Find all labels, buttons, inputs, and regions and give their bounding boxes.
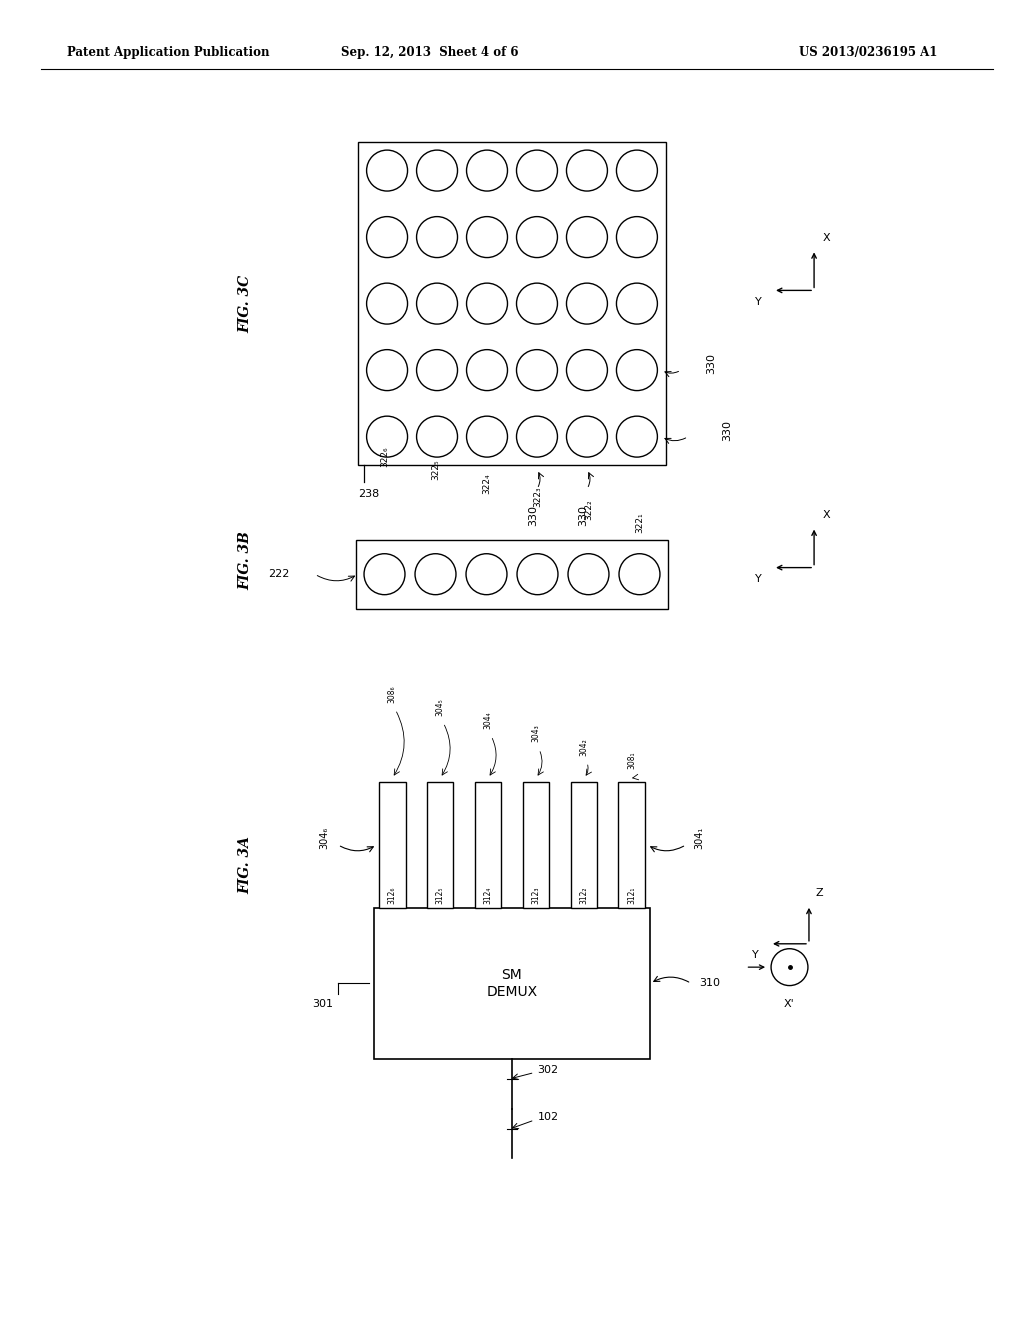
- Text: 322₄: 322₄: [482, 473, 490, 494]
- Text: X': X': [784, 999, 795, 1008]
- Bar: [475, 781, 502, 908]
- Text: 322₂: 322₂: [584, 499, 593, 520]
- Bar: [427, 781, 454, 908]
- Text: 238: 238: [358, 490, 379, 499]
- Text: 330: 330: [722, 420, 732, 441]
- Bar: [618, 781, 645, 908]
- Text: X: X: [822, 232, 830, 243]
- Text: US 2013/0236195 A1: US 2013/0236195 A1: [799, 46, 937, 59]
- Text: 330: 330: [528, 506, 538, 525]
- Text: Patent Application Publication: Patent Application Publication: [67, 46, 269, 59]
- Text: 222: 222: [268, 569, 290, 579]
- Text: FIG. 3A: FIG. 3A: [239, 836, 253, 894]
- Text: Sep. 12, 2013  Sheet 4 of 6: Sep. 12, 2013 Sheet 4 of 6: [341, 46, 519, 59]
- Text: SM
DEMUX: SM DEMUX: [486, 969, 538, 998]
- Bar: [356, 540, 669, 609]
- Bar: [379, 781, 406, 908]
- Text: 322₅: 322₅: [431, 459, 440, 480]
- Text: FIG. 3C: FIG. 3C: [239, 275, 253, 333]
- Text: 304₁: 304₁: [694, 828, 705, 849]
- Text: 304₄: 304₄: [483, 711, 493, 729]
- Text: 312₅: 312₅: [435, 886, 444, 903]
- Text: 301: 301: [311, 999, 333, 1010]
- Text: 304₃: 304₃: [531, 725, 541, 742]
- Bar: [570, 781, 597, 908]
- Text: 312₄: 312₄: [483, 886, 493, 903]
- Bar: [522, 781, 549, 908]
- Text: 330: 330: [707, 352, 717, 374]
- Text: 310: 310: [699, 978, 721, 989]
- Text: 330: 330: [578, 506, 588, 525]
- Text: 304₅: 304₅: [435, 698, 444, 715]
- Text: 312₂: 312₂: [580, 886, 589, 903]
- Text: Z: Z: [815, 888, 823, 899]
- Text: 312₁: 312₁: [628, 886, 636, 903]
- Text: 302: 302: [538, 1065, 559, 1074]
- Text: 322₃: 322₃: [534, 486, 542, 507]
- Text: 102: 102: [538, 1113, 559, 1122]
- Text: Y: Y: [753, 950, 759, 961]
- Text: Y: Y: [756, 297, 762, 308]
- Text: 308₆: 308₆: [388, 685, 396, 704]
- Text: X: X: [822, 510, 830, 520]
- Text: 322₁: 322₁: [635, 512, 644, 533]
- Text: 312₃: 312₃: [531, 886, 541, 903]
- Text: FIG. 3B: FIG. 3B: [239, 532, 253, 590]
- Bar: [358, 143, 666, 466]
- Text: 312₆: 312₆: [388, 886, 396, 903]
- Text: 322₆: 322₆: [380, 446, 389, 467]
- Text: 304₆: 304₆: [319, 828, 330, 849]
- Text: 304₂: 304₂: [580, 738, 589, 755]
- Text: 308₁: 308₁: [628, 751, 636, 768]
- Bar: [374, 908, 650, 1059]
- Text: Y: Y: [756, 574, 762, 585]
